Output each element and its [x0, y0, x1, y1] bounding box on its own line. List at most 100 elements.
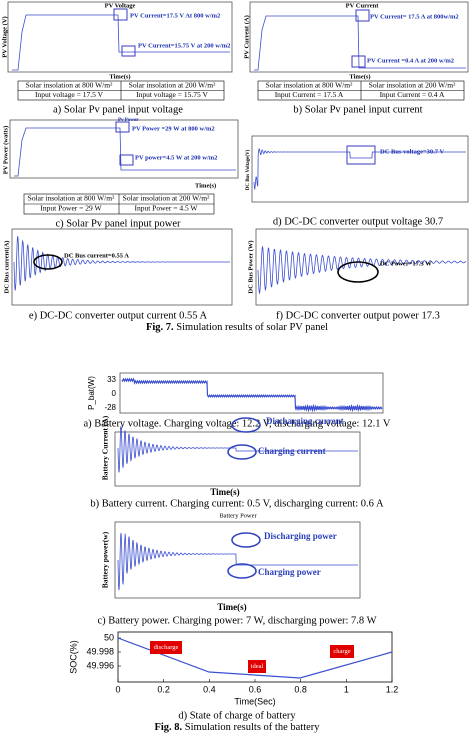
highlight-box: [346, 145, 376, 165]
highlight-ellipse: [33, 254, 63, 270]
x-tick-label: 1.2: [386, 684, 399, 694]
annotation: Discharging power: [264, 531, 337, 541]
waveform: [117, 637, 393, 679]
label-box: [150, 641, 182, 654]
table-cell: Solar insolation at 800 W/m²: [266, 81, 353, 90]
waveform: [254, 15, 466, 71]
y-axis-label: DC Bus Voltage(V): [246, 149, 251, 190]
plot-title: PV Voltage: [105, 2, 136, 9]
y-axis-label: DC Bus current(A): [3, 241, 10, 294]
waveform: [257, 245, 467, 295]
caption: a) Solar Pv panel input voltage: [53, 104, 183, 115]
caption: a) Battery voltage. Charging voltage: 12…: [84, 418, 391, 429]
y-tick-label: 50: [104, 632, 114, 642]
x-tick-label: 0.4: [203, 684, 216, 694]
annotation: PV power=4.5 W at 200 w/m2: [135, 154, 217, 161]
x-tick-label: 0.6: [249, 684, 262, 694]
waveform: [253, 147, 466, 191]
annotation: PV Current= 17.5 A at 800w/m2: [370, 13, 459, 20]
figure-caption: Fig. 7. Simulation results of solar PV p…: [146, 322, 328, 333]
annotation: PV Power =29 W at 800 w/m2: [132, 125, 215, 132]
y-axis-label: PV Power (watts): [2, 126, 9, 175]
waveform: [117, 425, 358, 473]
caption: d) DC-DC converter output voltage 30.7: [273, 216, 443, 227]
caption: c) Battery power. Charging power: 7 W, d…: [97, 615, 376, 626]
table-cell: Input voltage = 17.5 V: [35, 90, 104, 99]
table: Solar insolation at 800 W/m² Solar insol…: [23, 193, 215, 215]
x-tick-label: 0.8: [294, 684, 307, 694]
y-axis-label: P_bat(W): [87, 376, 96, 410]
table-cell: Input Power = 29 W: [40, 204, 102, 213]
annotation: DC Power=17.3 W: [380, 260, 432, 267]
caption: d) State of charge of battery: [178, 710, 296, 721]
figure-title: Simulation results of solar PV panel: [176, 322, 328, 333]
table-cell: Solar insolation at 800 W/m²: [26, 81, 113, 90]
tick-group: 50 49.998 49.996 0 0.2 0.4 0.6 0.8 1 1.2: [86, 632, 398, 694]
annotation: charge: [333, 648, 350, 655]
x-axis-label: Time(s): [217, 602, 246, 612]
highlight-box: [121, 45, 136, 57]
annotation: DC Bus current=0.55 A: [64, 252, 129, 259]
figure-caption: Fig. 8. Simulation results of the batter…: [154, 722, 320, 733]
annotation: PV Current=15.75 V at 200 w/m2: [138, 42, 230, 49]
caption: c) Solar Pv panel input power: [55, 218, 181, 229]
highlight-ellipse: [231, 532, 261, 548]
annotation: DC Bus voltage=30.7 V: [380, 148, 445, 155]
y-tick-label: 49.998: [86, 646, 114, 656]
figure-label: Fig. 7.: [146, 322, 174, 333]
caption: f) DC-DC converter output power 17.3: [276, 310, 440, 321]
table-cell: Input Current = 0.4 A: [380, 90, 445, 99]
x-axis-label: Time(s): [210, 487, 239, 497]
table-cell: Solar insolation at 800 W/m²: [28, 194, 115, 203]
x-axis-label: Time(s): [195, 182, 216, 189]
x-tick-label: 0: [115, 684, 120, 694]
waveform: [121, 377, 383, 413]
caption: b) Battery current. Charging current: 0.…: [90, 498, 384, 509]
plot-title: Battery Power: [219, 512, 257, 519]
waveform: [12, 14, 230, 71]
highlight-box: [355, 9, 370, 22]
table-cell: Solar insolation at 200 W/m²: [129, 81, 216, 90]
table: Solar insolation at 800 W/m² Solar insol…: [257, 80, 465, 101]
x-axis-label: Time(s): [349, 73, 370, 80]
plot-frame: [9, 119, 239, 179]
y-axis-label: Battery power(w): [101, 531, 110, 588]
plot-frame: [7, 1, 233, 73]
y-tick-label: -28: [104, 403, 116, 412]
annotation: Charging current: [258, 446, 326, 456]
waveform: [14, 127, 236, 177]
y-tick-label: 49.996: [86, 660, 114, 670]
y-axis-label: SOC(%): [68, 640, 78, 674]
highlight-ellipse: [227, 444, 257, 460]
x-tick-label: 0.2: [157, 684, 170, 694]
annotation: ideal: [251, 663, 264, 670]
caption: e) DC-DC converter output current 0.55 A: [29, 310, 208, 321]
annotation: Discharging current: [266, 416, 344, 426]
highlight-box: [119, 154, 134, 166]
highlight-box: [113, 8, 128, 21]
figure-label: Fig. 8.: [154, 722, 182, 733]
annotation: Pv Power: [118, 118, 139, 123]
plot-title: PV Current: [346, 2, 380, 9]
y-axis-label: PV Current (A): [243, 15, 250, 58]
label-box: [248, 660, 266, 673]
x-axis-label: Time(Sec): [234, 696, 275, 706]
highlight-ellipse: [227, 563, 257, 579]
table-cell: Input voltage = 15.75 V: [136, 90, 208, 99]
highlight-ellipse: [337, 261, 379, 283]
y-tick-label: 33: [107, 375, 116, 384]
x-axis-label: Time(s): [109, 73, 130, 80]
y-axis-label: DC Bus Power (W): [247, 240, 254, 293]
y-tick-label: 0: [112, 389, 117, 398]
caption: b) Solar Pv panel input current: [293, 104, 422, 115]
x-tick-label: 1: [344, 684, 349, 694]
table-cell: Solar insolation at 200 W/m²: [369, 81, 456, 90]
highlight-box: [115, 121, 130, 133]
table-cell: Input Current = 17.5 A: [275, 90, 344, 99]
label-box: [330, 645, 354, 658]
figure-title: Simulation results of the battery: [185, 722, 320, 733]
y-axis-label: PV Voltage (V): [1, 16, 8, 57]
highlight-box: [351, 55, 366, 68]
y-axis-label: Battery Current (A): [101, 415, 110, 480]
